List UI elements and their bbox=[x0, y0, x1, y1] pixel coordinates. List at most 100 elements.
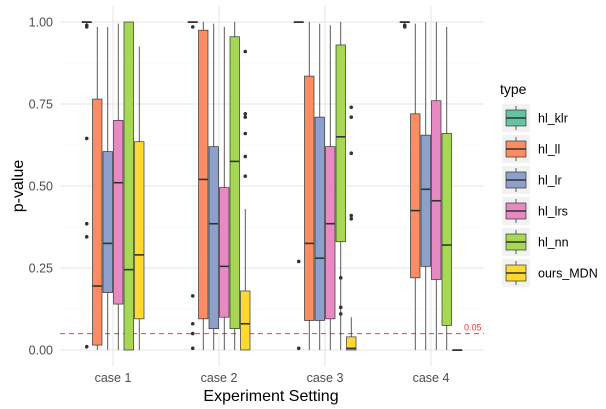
box-body bbox=[102, 151, 113, 293]
outlier-point bbox=[190, 321, 195, 326]
outlier-point bbox=[84, 221, 89, 226]
box-body bbox=[113, 120, 124, 305]
box-hl_nn-case-4 bbox=[441, 26, 452, 350]
outlier-point bbox=[243, 49, 248, 54]
box-hl_lrs-case-3 bbox=[325, 25, 336, 350]
outlier-point bbox=[243, 112, 248, 116]
outlier-point bbox=[338, 312, 343, 316]
y-tick-label: 0.00 bbox=[29, 344, 53, 358]
outlier-point bbox=[338, 305, 343, 310]
legend-item-hl_lrs: hl_lrs bbox=[502, 197, 568, 225]
legend-item-hl_lr: hl_lr bbox=[502, 166, 562, 194]
outlier-point bbox=[243, 154, 248, 159]
box-hl_klr-case-2 bbox=[187, 21, 198, 351]
grid bbox=[60, 6, 484, 366]
outlier-point bbox=[296, 346, 301, 351]
box-hl_klr-case-3 bbox=[293, 21, 304, 351]
box-body bbox=[346, 336, 357, 351]
box-hl_lrs-case-4 bbox=[431, 22, 442, 350]
box-hl_ll-case-2 bbox=[198, 22, 209, 350]
legend-label: hl_nn bbox=[538, 236, 569, 250]
box-hl_klr-case-1 bbox=[81, 21, 92, 349]
outlier-point bbox=[190, 294, 195, 298]
legend-label: hl_ll bbox=[538, 143, 560, 157]
box-body bbox=[314, 116, 325, 321]
x-axis-title: Experiment Setting bbox=[203, 388, 338, 405]
box-body bbox=[229, 36, 240, 330]
outlier-point bbox=[349, 151, 354, 155]
box-hl_lr-case-3 bbox=[314, 23, 325, 350]
box-body bbox=[208, 146, 219, 330]
box-hl_lrs-case-2 bbox=[219, 26, 230, 350]
outlier-point bbox=[349, 105, 354, 110]
legend-label: hl_klr bbox=[538, 112, 568, 126]
boxes bbox=[81, 21, 463, 351]
x-axis-ticks: case 1 case 2 case 3 case 4 bbox=[95, 371, 450, 385]
outlier-point bbox=[402, 25, 407, 29]
box-body bbox=[198, 29, 209, 320]
y-tick-label: 0.25 bbox=[29, 262, 53, 276]
outlier-point bbox=[349, 217, 354, 221]
reference-line-group: 0.05 bbox=[60, 323, 484, 335]
outlier-point bbox=[338, 276, 343, 280]
box-hl_nn-case-1 bbox=[123, 21, 134, 351]
box-hl_lrs-case-1 bbox=[113, 23, 124, 350]
box-ours_MDN-case-4 bbox=[452, 349, 463, 351]
x-tick-label: case 1 bbox=[95, 371, 132, 385]
box-hl_ll-case-4 bbox=[410, 23, 421, 350]
legend-label: hl_lrs bbox=[538, 205, 568, 219]
y-tick-label: 1.00 bbox=[29, 16, 53, 30]
outlier-point bbox=[190, 331, 195, 336]
x-tick-label: case 2 bbox=[201, 371, 238, 385]
box-ours_MDN-case-1 bbox=[134, 46, 145, 350]
outlier-point bbox=[243, 115, 248, 119]
box-body bbox=[134, 141, 145, 320]
legend-item-hl_nn: hl_nn bbox=[502, 228, 569, 256]
x-tick-label: case 3 bbox=[307, 371, 344, 385]
legend-label: ours_MDN bbox=[538, 267, 598, 281]
box-body bbox=[304, 75, 315, 321]
box-hl_ll-case-3 bbox=[304, 22, 315, 350]
box-body bbox=[92, 98, 103, 346]
legend-title: type bbox=[500, 81, 527, 97]
box-hl_nn-case-3 bbox=[335, 22, 346, 350]
box-body bbox=[420, 134, 431, 267]
outlier-point bbox=[349, 213, 354, 218]
y-axis-ticks: 0.00 0.25 0.50 0.75 1.00 bbox=[29, 16, 53, 358]
reference-line-label: 0.05 bbox=[464, 323, 482, 333]
box-body bbox=[325, 146, 336, 320]
legend-item-ours_MDN: ours_MDN bbox=[502, 259, 598, 287]
box-body bbox=[123, 21, 134, 351]
outlier-point bbox=[349, 115, 354, 119]
legend-item-hl_klr: hl_klr bbox=[502, 104, 568, 132]
box-body bbox=[441, 133, 452, 326]
outlier-point bbox=[190, 25, 195, 29]
box-body bbox=[240, 290, 251, 351]
box-hl_klr-case-4 bbox=[399, 21, 410, 29]
box-body bbox=[219, 187, 230, 318]
outlier-point bbox=[296, 259, 301, 264]
outlier-point bbox=[84, 136, 89, 141]
box-body bbox=[410, 113, 421, 279]
outlier-point bbox=[243, 131, 248, 136]
x-tick-label: case 4 bbox=[413, 371, 450, 385]
box-body bbox=[335, 44, 346, 243]
outlier-point bbox=[84, 25, 89, 29]
legend-label: hl_lr bbox=[538, 174, 562, 188]
legend-item-hl_ll: hl_ll bbox=[502, 135, 560, 163]
box-ours_MDN-case-3 bbox=[346, 105, 357, 351]
box-body bbox=[431, 100, 442, 280]
box-hl_lr-case-4 bbox=[420, 22, 431, 350]
outlier-point bbox=[190, 346, 195, 351]
box-hl_lr-case-2 bbox=[208, 23, 219, 350]
box-ours_MDN-case-2 bbox=[240, 49, 251, 351]
y-axis-title: p-value bbox=[10, 160, 27, 213]
box-hl_nn-case-2 bbox=[229, 22, 240, 350]
outlier-point bbox=[84, 344, 89, 349]
legend: type hl_klr hl_ll hl_lr hl_lrs hl_nn ours_MDN bbox=[500, 81, 598, 287]
box-hl_lr-case-1 bbox=[102, 26, 113, 350]
outlier-point bbox=[84, 235, 89, 239]
legend-items: hl_klr hl_ll hl_lr hl_lrs hl_nn ours_MDN bbox=[502, 104, 598, 287]
y-tick-label: 0.75 bbox=[29, 98, 53, 112]
